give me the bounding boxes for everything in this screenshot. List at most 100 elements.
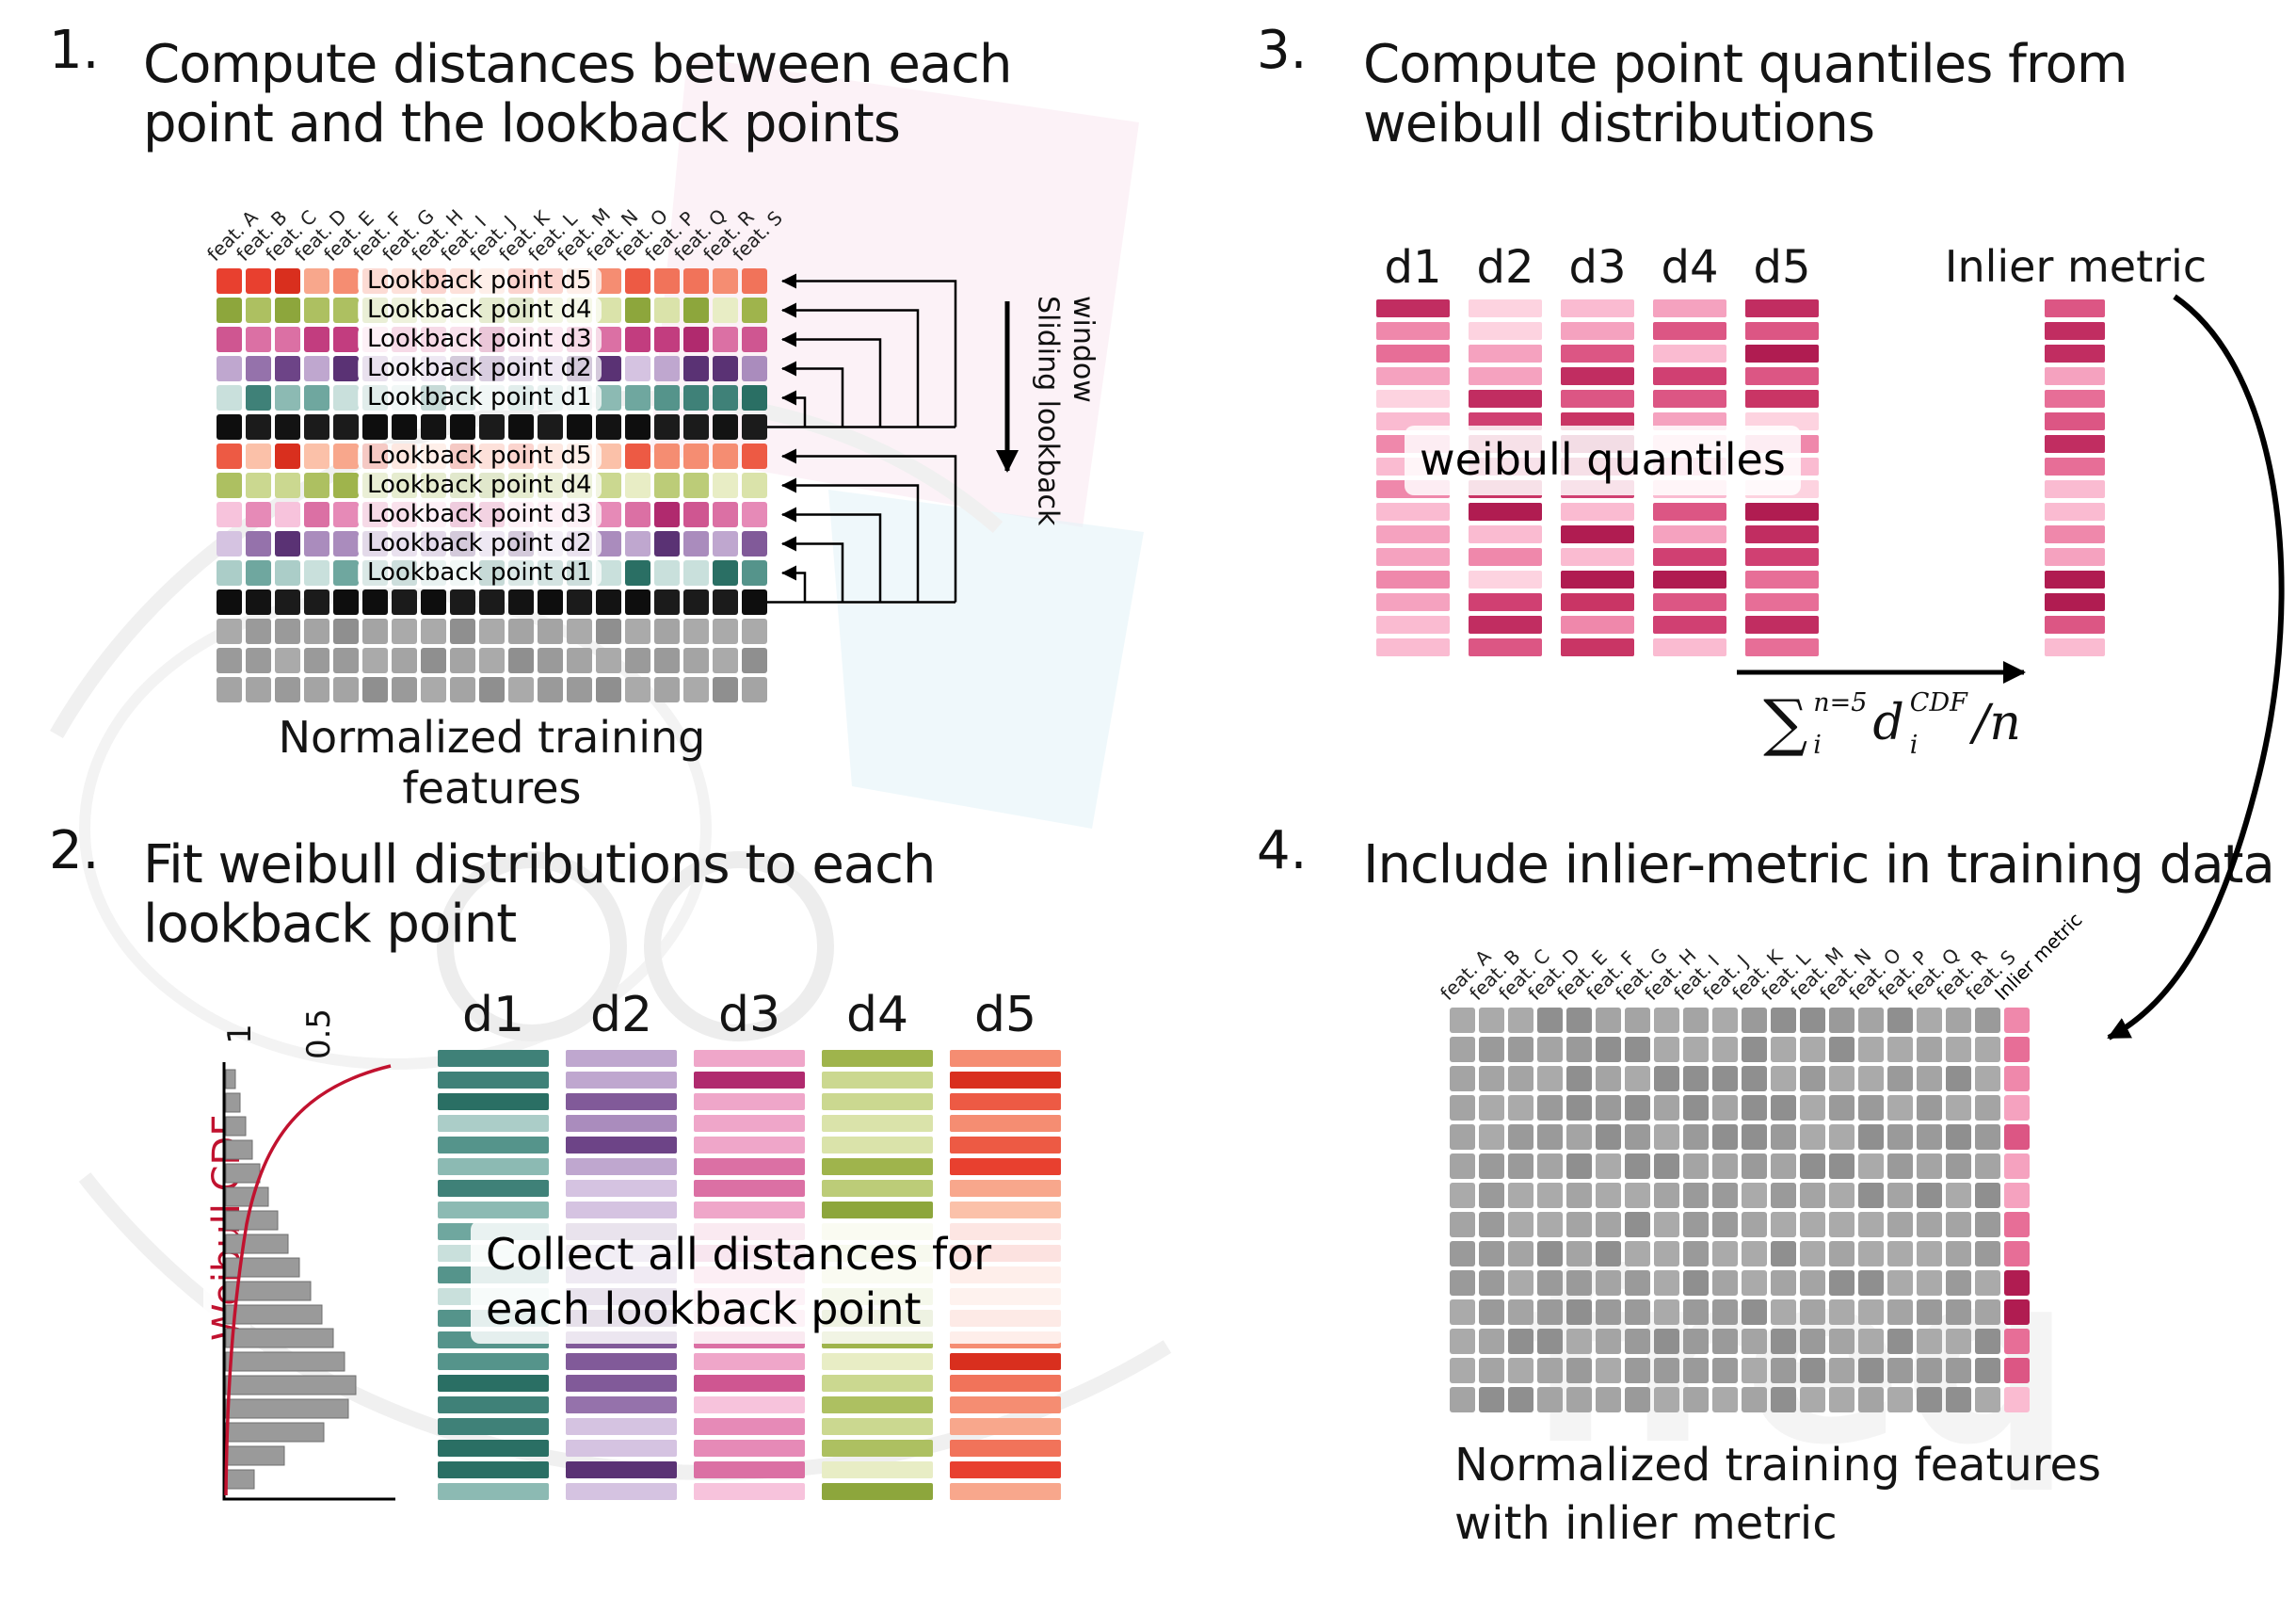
feature-cell [479,589,505,615]
quantile-bar [1376,299,1450,317]
quantile-bar [1469,345,1542,363]
feature-cell [1946,1124,1971,1150]
feature-cell [1975,1358,2000,1383]
p3-note: weibull quantiles [1405,426,1801,495]
feature-cell [1742,1270,1767,1296]
feature-header: feat. K [1727,944,1788,1005]
feature-header: feat. J [465,210,521,266]
feature-cell [683,473,709,498]
feature-cell [508,677,534,702]
feature-cell [246,677,271,702]
feature-cell [538,677,563,702]
feature-cell [538,619,563,644]
feature-cell [1771,1037,1796,1062]
feature-cell [1858,1008,1884,1033]
quantile-bar [1561,593,1634,611]
feature-cell [1566,1212,1592,1237]
quantile-bar [1653,593,1726,611]
feature-cell [1596,1270,1621,1296]
distance-bar [694,1396,805,1413]
feature-cell [333,473,359,498]
distance-bar [566,1137,677,1153]
feature-cell [1683,1066,1709,1091]
feature-header: feat. N [582,204,643,266]
feature-cell [1654,1124,1679,1150]
feature-cell [304,444,329,469]
arrow-path [781,302,920,427]
feature-cell [246,619,271,644]
matrix-row [1450,1387,2030,1412]
feature-cell [1946,1329,1971,1354]
feature-cell [333,589,359,615]
feature-cell [1654,1329,1679,1354]
feature-cell [1566,1124,1592,1150]
feature-cell [1479,1037,1504,1062]
feature-cell [333,531,359,557]
distance-bar [822,1072,933,1089]
feature-cell [333,648,359,673]
feature-cell [1450,1066,1475,1091]
feature-cell [1566,1037,1592,1062]
matrix-row [217,648,767,673]
feature-cell [1742,1153,1767,1179]
feature-cell [1508,1299,1533,1325]
distance-bar [438,1180,549,1197]
feature-cell [625,531,650,557]
matrix-row: Lookback point d2 [217,531,767,557]
inlier-bar [2045,458,2105,476]
matrix-row: Lookback point d1 [217,385,767,411]
matrix-row [217,619,767,644]
inlier-bar [2045,322,2105,340]
quantile-bar [1653,345,1726,363]
lookback-row-label: Lookback point d2 [358,531,602,557]
feature-cell [1566,1299,1592,1325]
feature-cell [1946,1066,1971,1091]
feature-cell [654,531,680,557]
p2-col-header: d3 [717,987,781,1043]
p3-col-header: d2 [1476,241,1534,294]
feature-cell [450,414,475,440]
feature-cell [742,298,767,323]
feature-cell [713,677,738,702]
feature-cell [1917,1270,1942,1296]
distance-bar [566,1158,677,1175]
feature-cell [1917,1037,1942,1062]
feature-cell [1917,1212,1942,1237]
distance-bar [566,1180,677,1197]
feature-cell [1917,1124,1942,1150]
feature-cell [1683,1329,1709,1354]
feature-cell [508,414,534,440]
feature-cell [1975,1095,2000,1121]
distance-bar [438,1158,549,1175]
feature-cell [625,414,650,440]
distance-bar [566,1072,677,1089]
quantile-bar [1745,390,1819,408]
feature-cell [1654,1241,1679,1266]
feature-cell [1566,1241,1592,1266]
feature-cell [1566,1183,1592,1208]
quantile-bar [1653,571,1726,589]
feature-header: feat. M [553,202,616,266]
feature-cell [246,502,271,527]
matrix-row [1450,1270,2030,1296]
quantile-bar [1469,525,1542,543]
feature-cell [1887,1241,1913,1266]
feature-cell [1800,1270,1825,1296]
formula-var-sub: i [1909,731,1919,760]
feature-cell [654,502,680,527]
feature-cell [217,444,242,469]
feature-cell [1712,1387,1738,1412]
feature-cell [1829,1183,1854,1208]
feature-cell [1858,1095,1884,1121]
feature-cell [1596,1299,1621,1325]
feature-cell [1946,1037,1971,1062]
feature-cell [567,677,592,702]
feature-cell [275,619,300,644]
feature-header: feat. M [1786,942,1849,1005]
p2-col-header: d2 [589,987,653,1043]
feature-cell [508,619,534,644]
quantile-bar [1469,616,1542,634]
feature-cell [713,385,738,411]
feature-cell [362,648,388,673]
